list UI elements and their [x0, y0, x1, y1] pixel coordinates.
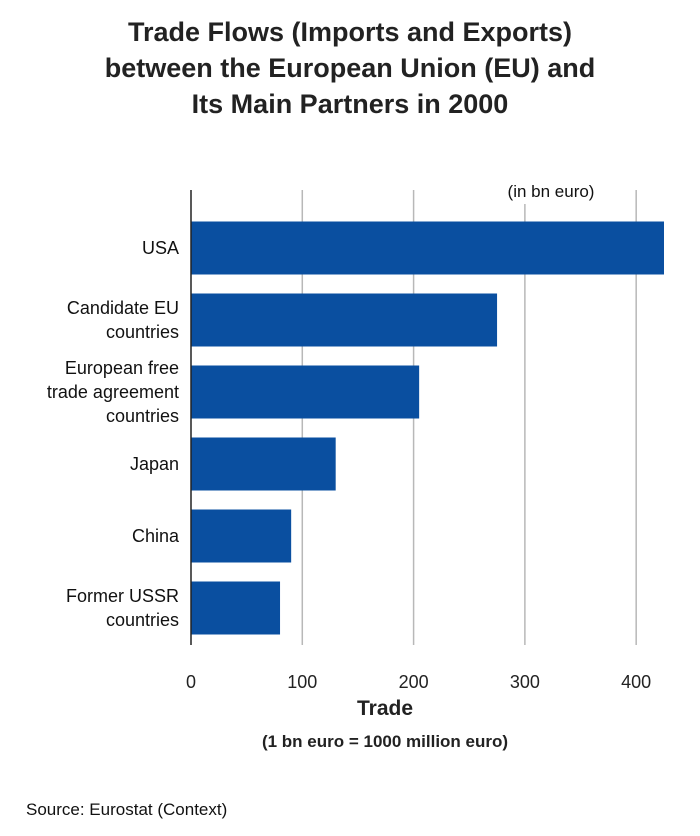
category-label: USA: [142, 238, 179, 258]
bar: [191, 293, 498, 347]
category-label: Candidate EU: [67, 298, 179, 318]
category-label: China: [132, 526, 180, 546]
x-tick-label: 400: [621, 672, 651, 692]
x-axis-label: Trade: [357, 697, 413, 720]
chart-title-line: Trade Flows (Imports and Exports): [127, 17, 573, 47]
chart-title: Trade Flows (Imports and Exports) betwee…: [0, 14, 700, 122]
bar: [191, 581, 281, 635]
category-label: Japan: [130, 454, 179, 474]
category-label: countries: [106, 610, 179, 630]
unit-note: (in bn euro): [508, 182, 595, 201]
category-label: countries: [106, 406, 179, 426]
bars: [191, 221, 664, 635]
bar-chart: USA Candidate EU countries European free tra…: [46, 176, 664, 751]
category-labels: USA Candidate EU countries European free tra…: [47, 238, 180, 630]
category-label: countries: [106, 322, 179, 342]
x-tick-label: 200: [399, 672, 429, 692]
unit-note-background: [488, 176, 614, 204]
x-tick-labels: 0 100 200 300 400: [186, 672, 651, 692]
bar: [191, 221, 664, 275]
bar: [191, 365, 420, 419]
category-label: trade agreement: [47, 382, 179, 402]
chart-title-line: between the European Union (EU) and: [104, 53, 596, 83]
chart-title-line: Its Main Partners in 2000: [191, 89, 509, 119]
category-label: Former USSR: [66, 586, 179, 606]
x-tick-label: 0: [186, 672, 196, 692]
bar: [191, 509, 292, 563]
x-tick-label: 300: [510, 672, 540, 692]
bar: [191, 437, 336, 491]
x-axis-sublabel: (1 bn euro = 1000 million euro): [262, 732, 508, 751]
x-tick-label: 100: [287, 672, 317, 692]
category-label: European free: [65, 358, 179, 378]
source-note: Source: Eurostat (Context): [26, 800, 228, 819]
